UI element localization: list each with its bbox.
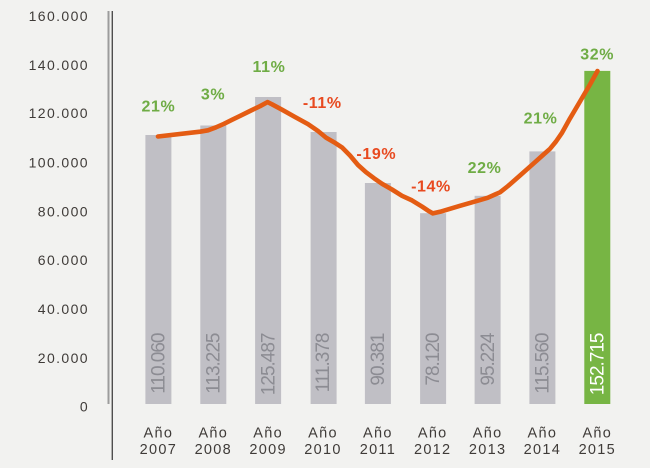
svg-text:Año: Año [198,426,228,442]
svg-text:2008: 2008 [195,442,232,458]
svg-text:22%: 22% [468,160,502,177]
svg-text:125.487: 125.487 [258,333,279,395]
svg-text:21%: 21% [141,99,175,116]
svg-text:32%: 32% [580,47,614,64]
svg-text:Año: Año [582,426,612,442]
svg-text:2010: 2010 [304,442,341,458]
svg-text:3%: 3% [201,87,225,104]
svg-text:140.000: 140.000 [29,57,89,73]
svg-text:40.000: 40.000 [38,301,89,317]
svg-text:Año: Año [363,426,393,442]
svg-text:20.000: 20.000 [38,350,89,366]
svg-text:60.000: 60.000 [38,252,89,268]
svg-text:-19%: -19% [356,146,396,163]
svg-text:113.225: 113.225 [204,333,225,394]
svg-text:111.378: 111.378 [313,333,334,392]
svg-text:2013: 2013 [469,442,506,458]
svg-text:2014: 2014 [524,442,561,458]
svg-text:0: 0 [80,399,89,415]
svg-text:95.224: 95.224 [478,332,499,386]
svg-text:100.000: 100.000 [29,155,89,171]
svg-text:2007: 2007 [140,442,177,458]
svg-text:-11%: -11% [303,95,342,112]
svg-text:Año: Año [308,426,338,442]
svg-text:115.560: 115.560 [533,333,554,394]
svg-text:Año: Año [528,426,558,442]
svg-text:90.381: 90.381 [368,333,389,386]
svg-text:11%: 11% [253,59,286,76]
svg-text:2012: 2012 [414,442,451,458]
svg-text:Año: Año [144,426,174,442]
svg-text:78.120: 78.120 [423,333,444,386]
svg-text:21%: 21% [524,111,558,128]
svg-text:2009: 2009 [249,442,286,458]
svg-text:-14%: -14% [411,179,451,196]
svg-text:152.715: 152.715 [588,333,609,395]
svg-text:Año: Año [253,426,283,442]
svg-text:110.060: 110.060 [149,333,170,394]
svg-text:Año: Año [418,426,448,442]
svg-text:2015: 2015 [579,442,616,458]
svg-text:2011: 2011 [360,442,396,458]
svg-text:160.000: 160.000 [29,8,89,24]
svg-text:Año: Año [473,426,503,442]
svg-text:120.000: 120.000 [29,105,89,121]
svg-text:80.000: 80.000 [38,203,89,219]
